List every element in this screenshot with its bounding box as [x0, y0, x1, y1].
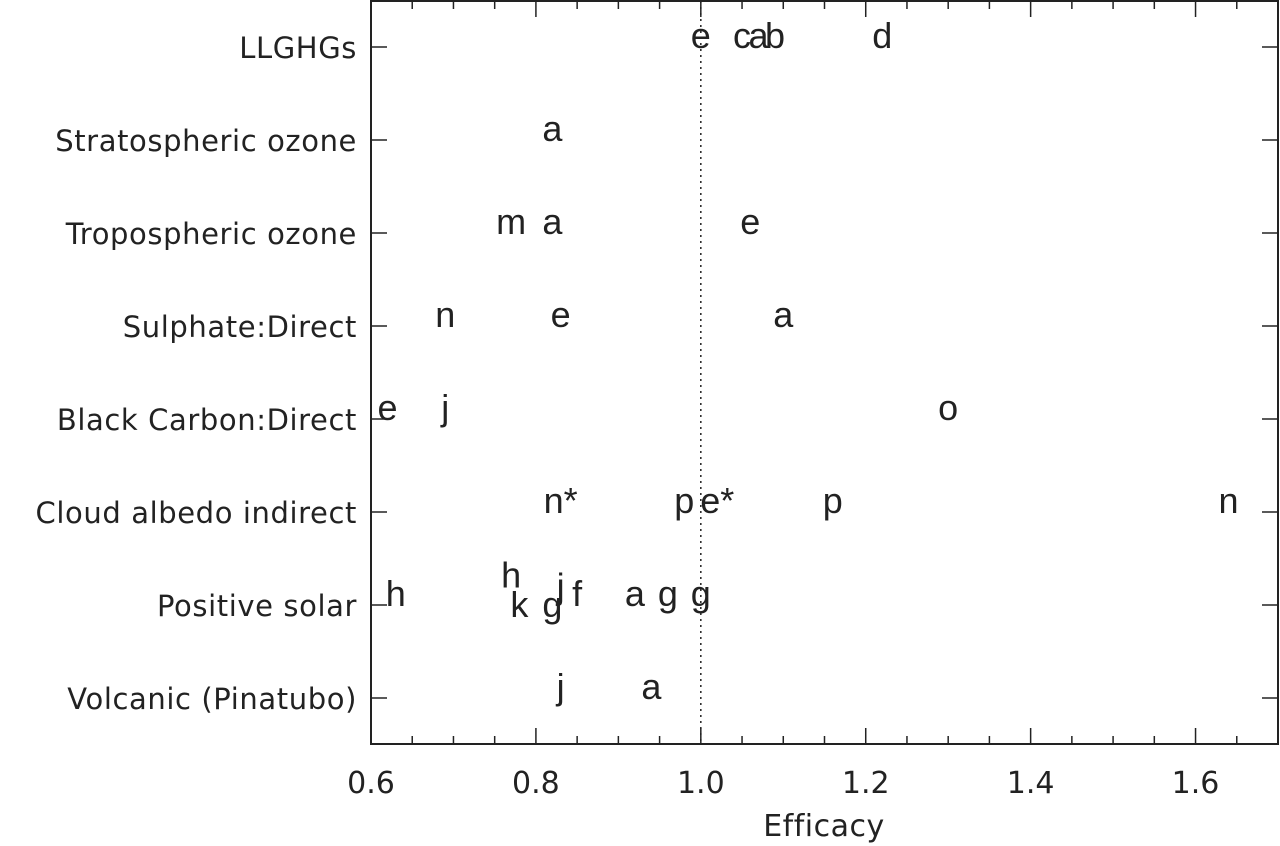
data-point-label: b — [765, 15, 785, 56]
data-point-label: a — [542, 201, 563, 242]
category-label: LLGHGs — [239, 31, 357, 65]
x-tick-label: 1.4 — [1007, 766, 1055, 801]
category-label: Cloud albedo indirect — [36, 496, 357, 530]
category-label: Volcanic (Pinatubo) — [67, 682, 357, 716]
x-tick-label: 1.2 — [842, 766, 890, 801]
data-point-label: o — [938, 387, 958, 428]
y-axis-ticks: LLGHGs Stratospheric ozone Tropospheric oz… — [36, 31, 1278, 716]
x-tick-label: 0.6 — [347, 766, 395, 801]
data-point-label: g — [658, 573, 678, 614]
data-point-label: e — [377, 387, 397, 428]
data-point-label: e — [691, 15, 711, 56]
category-label: Positive solar — [157, 589, 357, 623]
data-point-label: j — [440, 387, 449, 428]
data-point-label: e — [551, 294, 571, 335]
data-point-label: k — [510, 584, 529, 625]
category-label: Black Carbon:Direct — [57, 403, 357, 437]
data-point-label: j — [556, 666, 565, 707]
category-label: Tropospheric ozone — [65, 217, 357, 251]
data-point-label: a — [749, 15, 770, 56]
data-point-label: d — [872, 15, 892, 56]
x-axis-title: Efficacy — [763, 809, 885, 844]
plot-frame — [370, 0, 1279, 745]
data-point-label: e — [740, 201, 760, 242]
data-point-label: e* — [700, 480, 734, 521]
data-point-label: n — [435, 294, 455, 335]
data-point-label: a — [542, 108, 563, 149]
data-point-label: p — [674, 480, 694, 521]
data-point-label: h — [386, 573, 406, 614]
data-point-label: j — [556, 566, 565, 607]
x-tick-label: 1.0 — [677, 766, 725, 801]
data-point-label: a — [641, 666, 662, 707]
data-point-label: a — [625, 573, 646, 614]
data-point-label: g — [542, 584, 562, 625]
data-point-label: a — [773, 294, 794, 335]
data-point-label: n — [1219, 480, 1239, 521]
data-point-label: c — [733, 15, 751, 56]
x-tick-label: 1.6 — [1172, 766, 1220, 801]
category-label: Stratospheric ozone — [55, 124, 357, 158]
data-point-label: g — [691, 573, 711, 614]
data-point-label: f — [572, 573, 583, 614]
data-point-label: p — [823, 480, 843, 521]
data-point-label: h — [501, 554, 521, 595]
x-tick-label: 0.8 — [512, 766, 560, 801]
category-label: Sulphate:Direct — [123, 310, 357, 344]
data-point-label: n* — [544, 480, 578, 521]
data-point-label: m — [496, 201, 526, 242]
x-axis-ticks: 0.6 0.8 1.0 1.2 1.4 1.6 — [347, 1, 1279, 801]
data-points: e cab dam a en e ae j on* p e* p nh hk gj f a g gj a — [377, 15, 1238, 707]
